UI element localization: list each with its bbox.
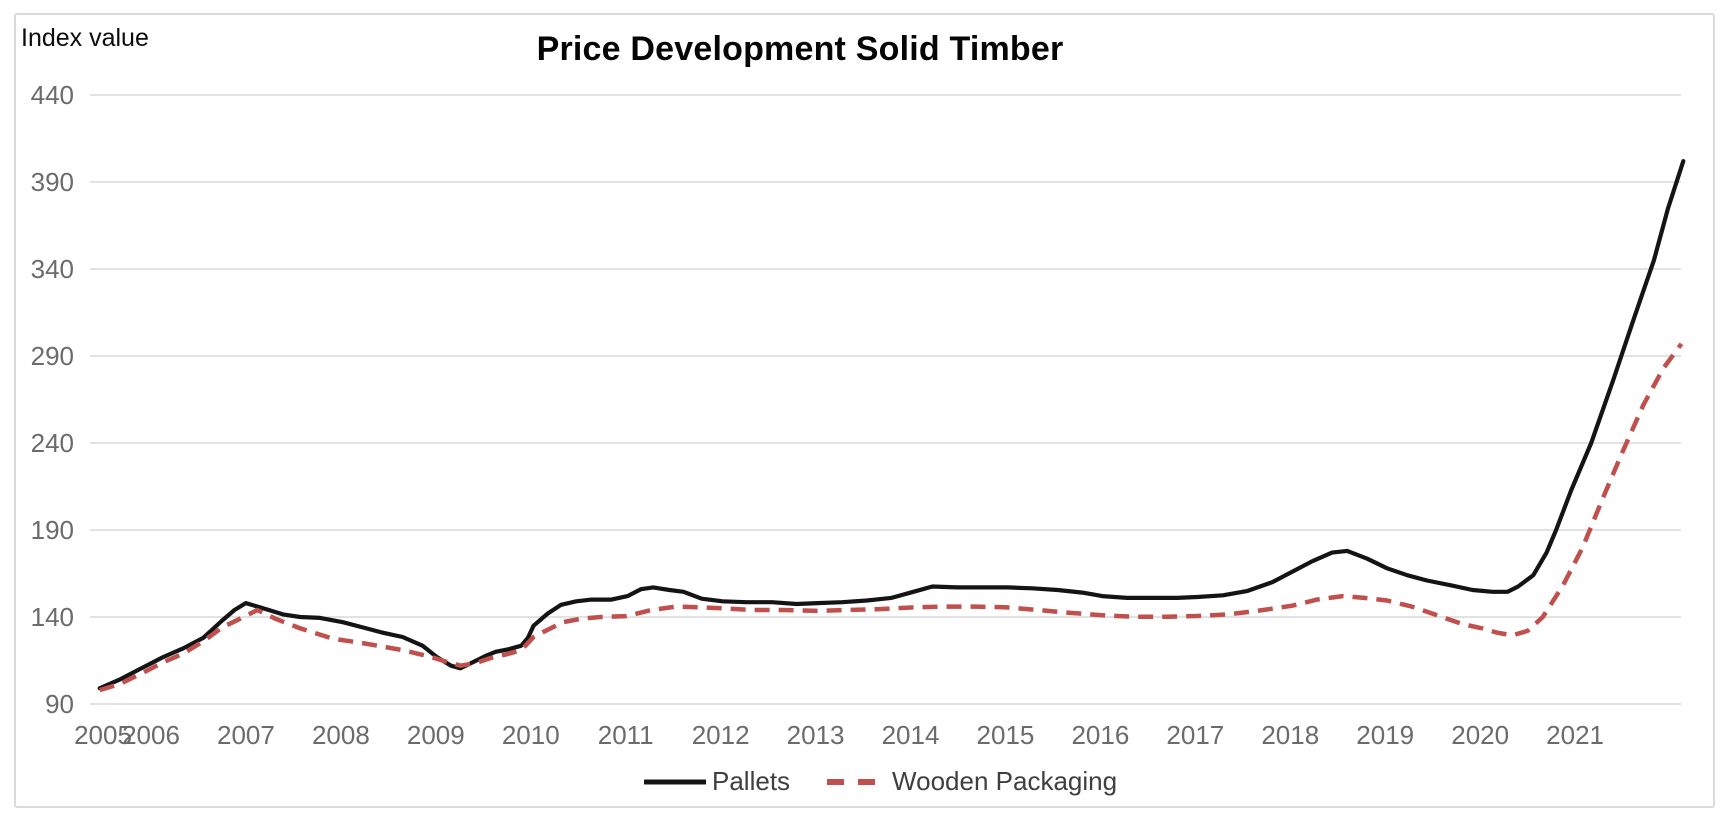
x-tick-label: 2013	[787, 720, 845, 750]
x-tick-label: 2005	[74, 720, 132, 750]
y-axis-title: Index value	[21, 24, 149, 52]
legend: Pallets Wooden Packaging	[644, 766, 1117, 797]
gridlines	[90, 94, 1681, 705]
legend-label-wooden-packaging: Wooden Packaging	[892, 766, 1118, 796]
chart-frame	[14, 13, 1715, 808]
x-tick-label: 2014	[882, 720, 940, 750]
x-tick-label: 2008	[312, 720, 370, 750]
pallets-line-swatch	[644, 779, 706, 784]
y-tick-label: 340	[31, 254, 74, 284]
y-tick-label: 240	[31, 428, 74, 458]
y-tick-labels: 440 390 340 290 240 190 140 90	[31, 80, 74, 719]
y-tick-label: 190	[31, 515, 74, 545]
y-tick-label: 440	[31, 80, 74, 110]
x-tick-label: 2021	[1546, 720, 1604, 750]
x-tick-label: 2007	[217, 720, 275, 750]
y-tick-label: 140	[31, 602, 74, 632]
x-tick-label: 2012	[692, 720, 750, 750]
x-tick-label: 2009	[407, 720, 465, 750]
series-line-wooden-packaging	[99, 342, 1684, 693]
x-tick-label: 2020	[1451, 720, 1509, 750]
x-tick-label: 2015	[977, 720, 1035, 750]
x-tick-label: 2006	[122, 720, 180, 750]
x-tick-label: 2016	[1071, 720, 1129, 750]
legend-label-pallets: Pallets	[712, 766, 791, 796]
chart-title: Price Development Solid Timber	[536, 30, 1064, 68]
x-tick-label: 2018	[1261, 720, 1319, 750]
x-tick-label: 2019	[1356, 720, 1414, 750]
x-tick-label: 2011	[598, 720, 654, 750]
y-tick-label: 390	[31, 167, 74, 197]
x-tick-label: 2017	[1166, 720, 1224, 750]
series-lines	[97, 159, 1686, 693]
x-tick-label: 2010	[502, 720, 560, 750]
y-tick-label: 290	[31, 341, 74, 371]
wooden-packaging-line-swatch	[827, 778, 886, 785]
y-tick-label: 90	[45, 689, 74, 719]
series-line-pallets	[97, 159, 1686, 691]
